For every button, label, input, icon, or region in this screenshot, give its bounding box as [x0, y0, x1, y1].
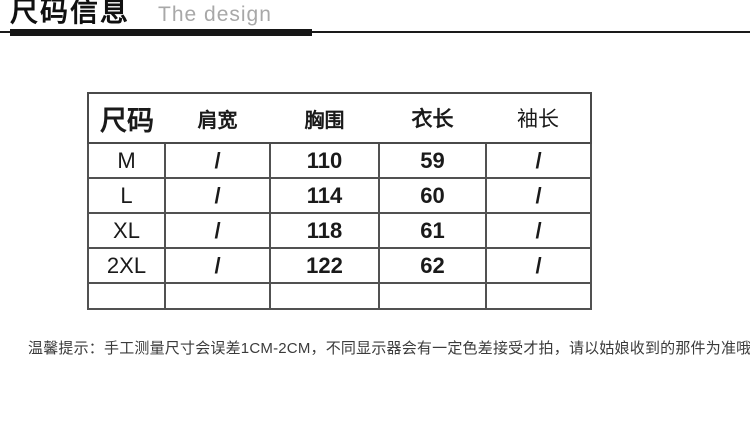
- cell-sleeve: /: [485, 177, 592, 214]
- header-divider-line: [0, 31, 750, 33]
- cell-size: L: [87, 177, 166, 214]
- cell-sleeve: /: [485, 212, 592, 249]
- table-row: 2XL / 122 62 /: [87, 247, 592, 284]
- cell-length: 60: [378, 177, 487, 214]
- cell-size: 2XL: [87, 247, 166, 284]
- cell-shoulder: /: [164, 247, 271, 284]
- cell-shoulder: /: [164, 212, 271, 249]
- column-header-bust: 胸围: [270, 93, 379, 144]
- table-row: XL / 118 61 /: [87, 212, 592, 249]
- cell-size: M: [87, 142, 166, 179]
- warm-tip-text: 温馨提示：手工测量尺寸会误差1CM-2CM，不同显示器会有一定色差接受才拍，请以…: [28, 340, 750, 357]
- page-subtitle: The design: [158, 3, 272, 26]
- table-row-empty: [87, 282, 592, 310]
- cell-sleeve: [485, 282, 592, 310]
- column-header-sleeve: 袖长: [486, 93, 591, 144]
- cell-size: [87, 282, 166, 310]
- cell-bust: 110: [269, 142, 380, 179]
- cell-length: 61: [378, 212, 487, 249]
- page-title: 尺码信息: [10, 0, 131, 27]
- cell-shoulder: /: [164, 142, 271, 179]
- cell-bust: 114: [269, 177, 380, 214]
- cell-sleeve: /: [485, 247, 592, 284]
- column-header-length: 衣长: [379, 93, 486, 144]
- cell-shoulder: /: [164, 177, 271, 214]
- cell-bust: 118: [269, 212, 380, 249]
- cell-length: 59: [378, 142, 487, 179]
- cell-bust: 122: [269, 247, 380, 284]
- header-divider-bar: [10, 29, 312, 36]
- cell-size: XL: [87, 212, 166, 249]
- cell-shoulder: [164, 282, 271, 310]
- cell-sleeve: /: [485, 142, 592, 179]
- cell-length: 62: [378, 247, 487, 284]
- table-row: M / 110 59 /: [87, 142, 592, 179]
- size-chart-table: 尺码 肩宽 胸围 衣长 袖长 M / 110 59 / L / 114 60 /: [87, 92, 592, 310]
- column-header-shoulder: 肩宽: [165, 93, 270, 144]
- cell-bust: [269, 282, 380, 310]
- cell-length: [378, 282, 487, 310]
- table-header-row: 尺码 肩宽 胸围 衣长 袖长: [88, 93, 591, 144]
- column-header-size: 尺码: [88, 93, 165, 144]
- table-row: L / 114 60 /: [87, 177, 592, 214]
